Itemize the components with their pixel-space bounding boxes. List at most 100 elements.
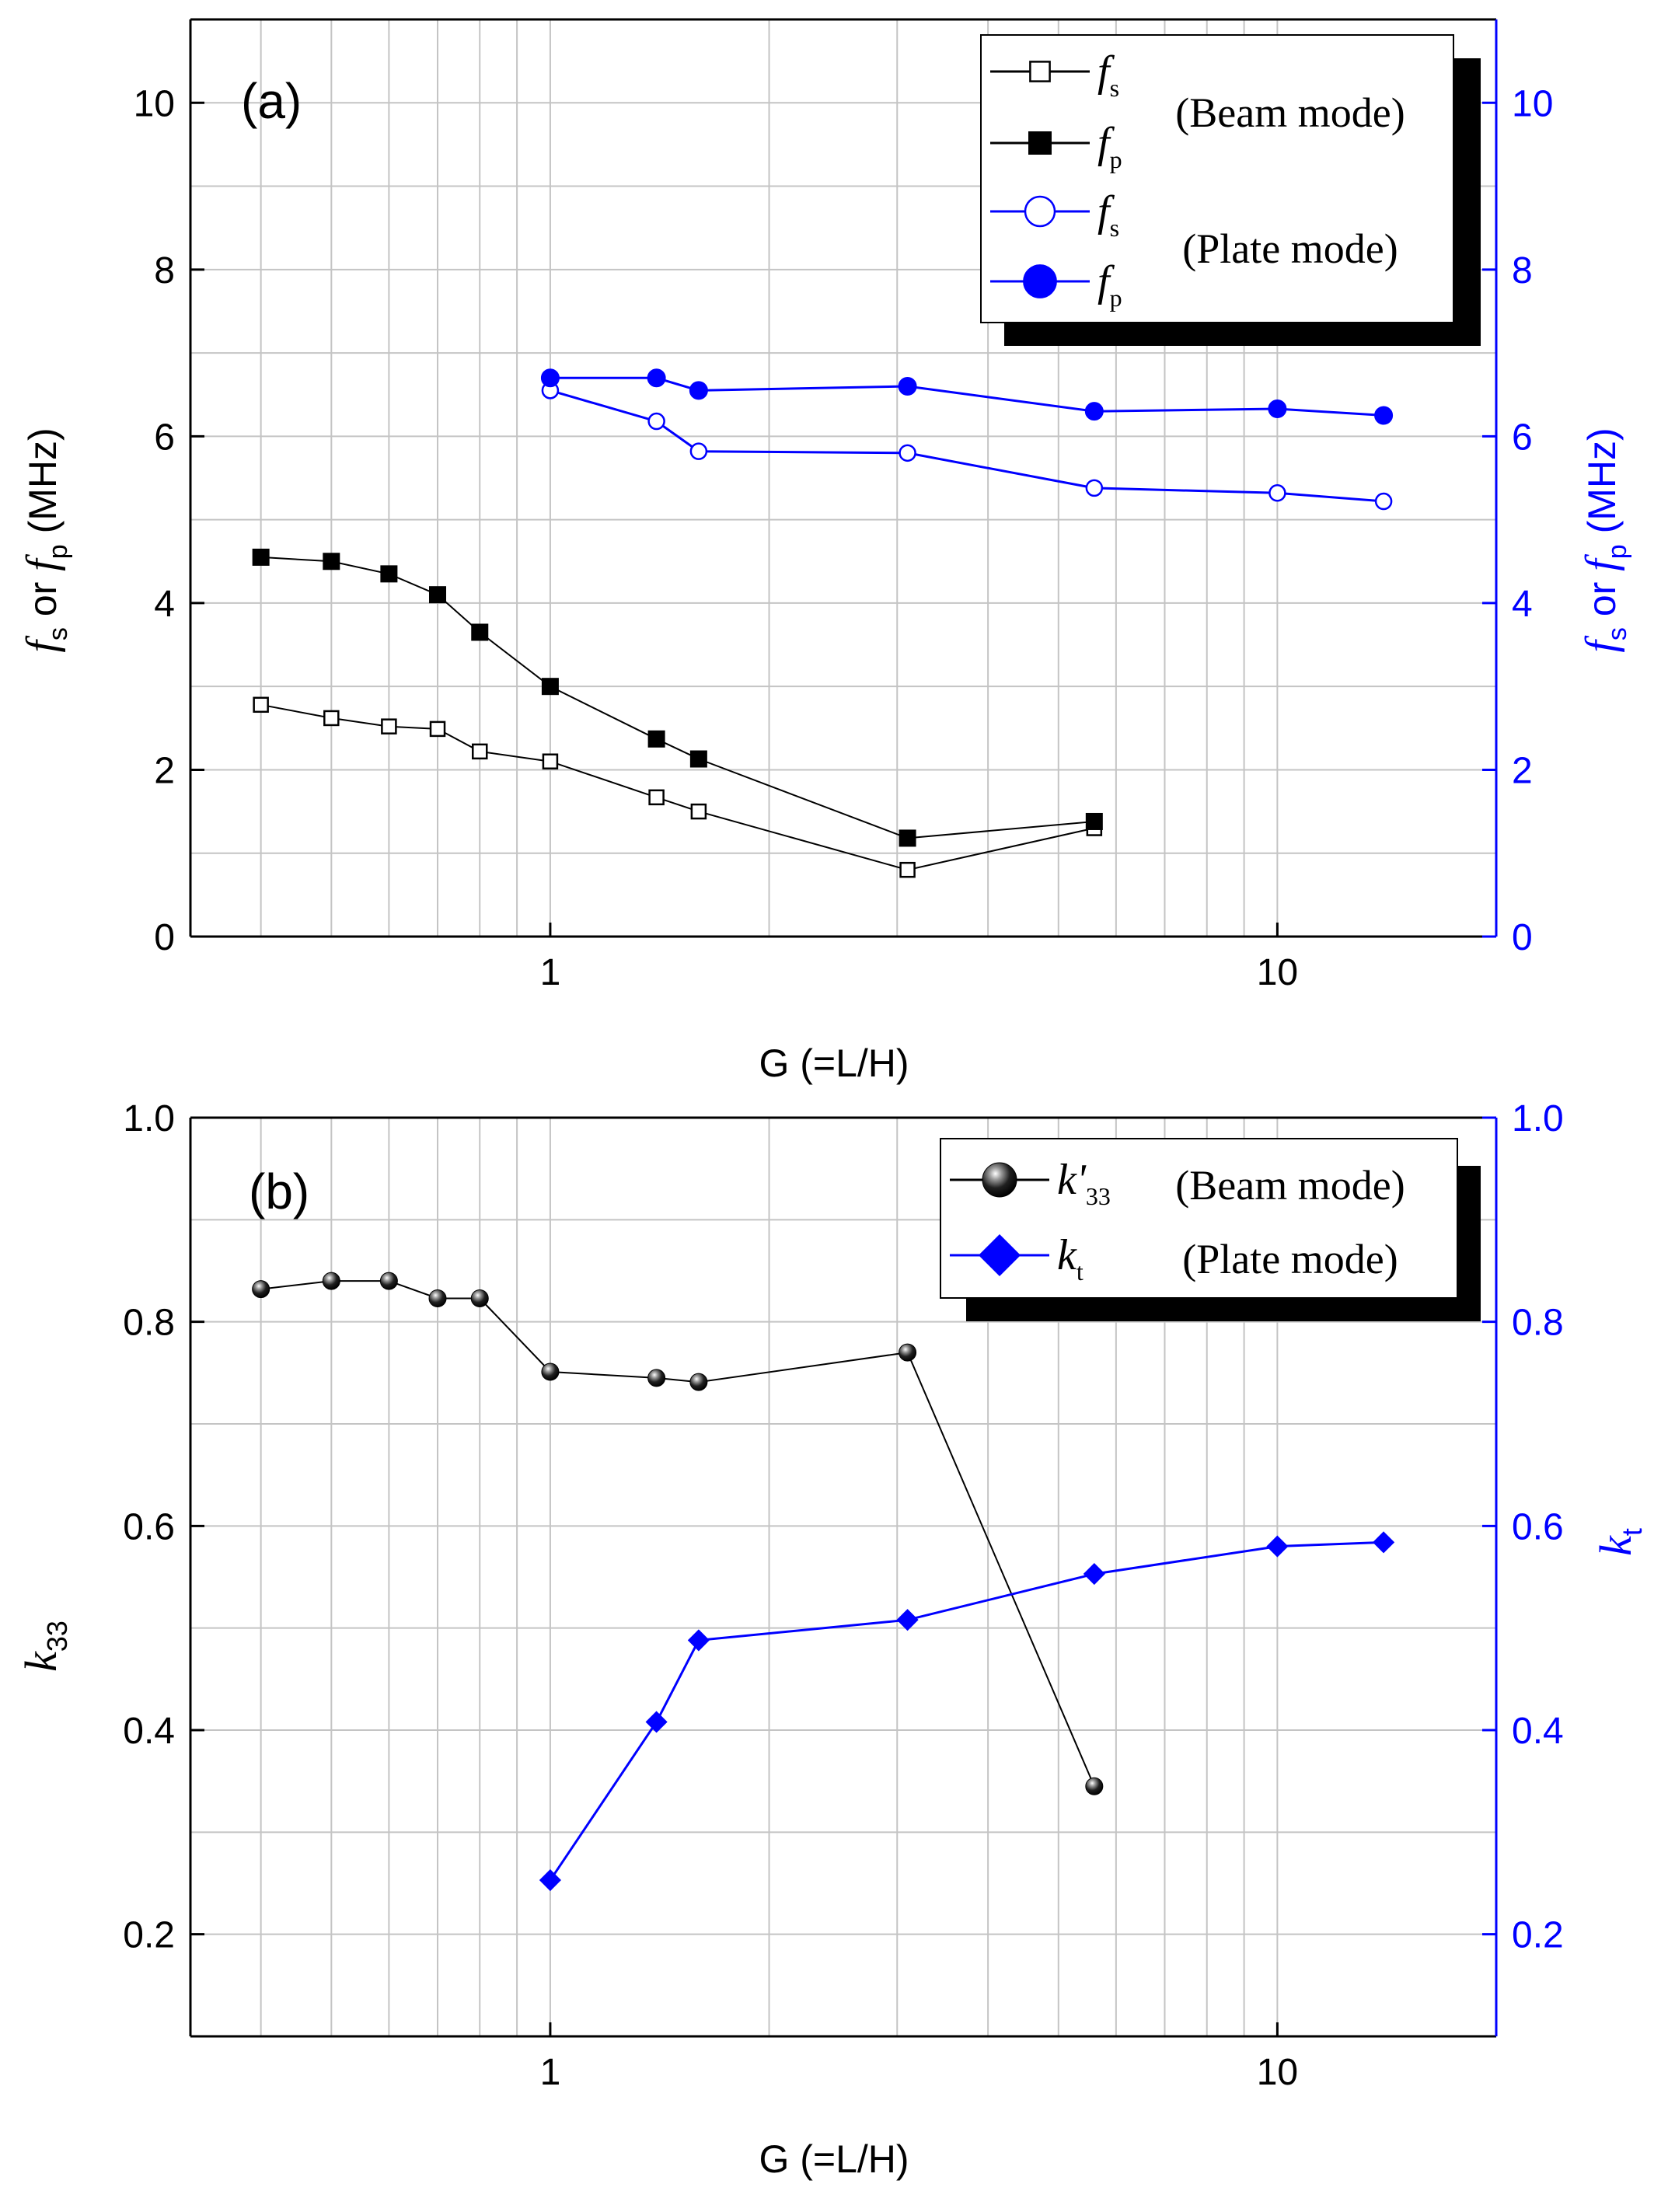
left-tick-label: 10 — [134, 83, 175, 124]
panel-a-ylabel: fs or fp (MHz) — [18, 427, 73, 652]
data-point-diamond — [1083, 1562, 1105, 1586]
panel-a-right-ylabel: fs or fp (MHz) — [1577, 427, 1632, 652]
legend-symbol: kt — [1057, 1231, 1084, 1286]
svg-text:kt: kt — [1590, 1528, 1648, 1556]
right-tick-label: 0.6 — [1512, 1506, 1564, 1547]
data-point-diamond — [1266, 1535, 1289, 1558]
data-point-square-filled — [429, 586, 447, 604]
data-point-square-open — [381, 718, 397, 734]
legend-group-label: (Plate mode) — [1182, 225, 1398, 272]
k33-subscript: 33 — [41, 1621, 73, 1652]
data-point-diamond — [539, 1868, 561, 1892]
series-line — [260, 703, 1095, 871]
data-point-circle-open — [1085, 479, 1104, 497]
data-point-square-open — [323, 710, 340, 727]
series-line — [549, 1540, 1384, 1881]
svg-text:k33: k33 — [16, 1621, 73, 1672]
kt-symbol: k — [1590, 1535, 1641, 1556]
left-tick-label: 2 — [154, 750, 175, 791]
data-point-circle-filled — [540, 368, 560, 388]
series-line — [550, 376, 1384, 417]
data-point-square-filled — [899, 829, 916, 847]
left-tick-label: 0.6 — [123, 1506, 175, 1547]
legend-panel-b: k'33 kt (Beam mode) (Plate mode) — [940, 1138, 1481, 1321]
right-tick-label: 10 — [1512, 83, 1553, 124]
data-point-square-filled — [380, 565, 398, 583]
data-point-square-open — [429, 720, 446, 738]
series-1 — [252, 1272, 1104, 1795]
left-tick-label: 0 — [154, 917, 175, 958]
data-point-sphere — [689, 1373, 708, 1391]
data-point-square-open — [472, 743, 488, 760]
data-point-square-open — [690, 803, 707, 820]
legend-box — [940, 1138, 1458, 1299]
data-point-square-filled — [471, 623, 489, 641]
data-point-sphere — [470, 1289, 489, 1307]
right-tick-label: 0.4 — [1512, 1711, 1564, 1752]
data-point-circle-open — [1268, 484, 1286, 502]
panel-a-label: (a) — [241, 73, 302, 129]
data-point-square-open — [648, 789, 665, 806]
data-point-circle-filled — [689, 381, 708, 400]
data-point-circle-filled — [1023, 264, 1057, 298]
k33-symbol: k — [16, 1651, 66, 1672]
right-ylabel-s1: s — [1603, 627, 1632, 640]
data-point-circle-open — [1374, 492, 1393, 511]
data-point-circle-open — [689, 442, 708, 460]
svg-text:fs or fp (MHz): fs or fp (MHz) — [1577, 427, 1632, 652]
right-tick-label: 0 — [1512, 917, 1533, 958]
right-tick-label: 0.2 — [1512, 1915, 1564, 1956]
data-point-sphere — [1085, 1777, 1104, 1795]
panel-b-ylabel: k33 — [16, 1621, 73, 1672]
right-tick-label: 2 — [1512, 750, 1533, 791]
panel-b-right-ylabel: kt — [1590, 1528, 1648, 1556]
right-tick-label: 4 — [1512, 584, 1533, 625]
data-point-circle-filled — [898, 377, 917, 396]
series-line — [550, 389, 1384, 503]
data-point-square-filled — [541, 678, 559, 696]
panel-b-label: (b) — [249, 1164, 309, 1219]
ylabel-s1: s — [44, 627, 73, 640]
ylabel-s2: p — [44, 544, 73, 559]
right-tick-label: 0.8 — [1512, 1303, 1564, 1344]
data-point-diamond — [896, 1609, 919, 1631]
data-point-square-filled — [323, 553, 340, 570]
data-point-diamond — [645, 1711, 668, 1733]
data-point-sphere — [899, 1343, 917, 1362]
left-tick-label: 0.8 — [123, 1303, 175, 1344]
panel-b-xlabel: G (=L/H) — [759, 2137, 909, 2181]
left-tick-label: 6 — [154, 417, 175, 458]
svg-text:fs or fp (MHz): fs or fp (MHz) — [18, 427, 73, 652]
legend-group-label: (Beam mode) — [1175, 1162, 1405, 1209]
series-2 — [539, 1531, 1395, 1892]
data-point-circle-open — [1024, 195, 1056, 228]
right-tick-label: 6 — [1512, 417, 1533, 458]
series-line — [260, 1280, 1095, 1787]
kt-subscript: t — [1616, 1528, 1648, 1536]
data-point-circle-filled — [1084, 402, 1104, 421]
data-point-circle-filled — [1268, 399, 1287, 418]
x-tick-label: 1 — [540, 952, 561, 993]
left-tick-label: 4 — [154, 584, 175, 625]
data-point-sphere — [982, 1162, 1017, 1198]
data-point-square-open — [899, 861, 916, 878]
series-2 — [252, 548, 1103, 847]
right-ylabel-s2: p — [1603, 544, 1632, 559]
x-tick-label: 10 — [1257, 952, 1298, 993]
data-point-sphere — [252, 1280, 270, 1299]
data-point-square-open — [1029, 61, 1051, 82]
series-3 — [541, 382, 1393, 511]
chart-panel-b: 0.2 0.4 0.6 0.8 1.0 0.2 0.4 0.6 0.8 1.0 1 10 — [123, 1098, 1563, 2093]
data-point-sphere — [647, 1369, 666, 1387]
right-ylabel-unit: (MHz) — [1580, 427, 1624, 544]
series-line — [260, 556, 1094, 839]
series-1 — [253, 696, 1103, 878]
legend-group-label: (Plate mode) — [1182, 1236, 1398, 1282]
data-point-circle-filled — [1374, 406, 1394, 425]
data-point-circle-open — [647, 412, 665, 431]
data-point-sphere — [428, 1289, 447, 1307]
data-point-sphere — [541, 1362, 560, 1381]
data-point-square-filled — [689, 750, 707, 768]
